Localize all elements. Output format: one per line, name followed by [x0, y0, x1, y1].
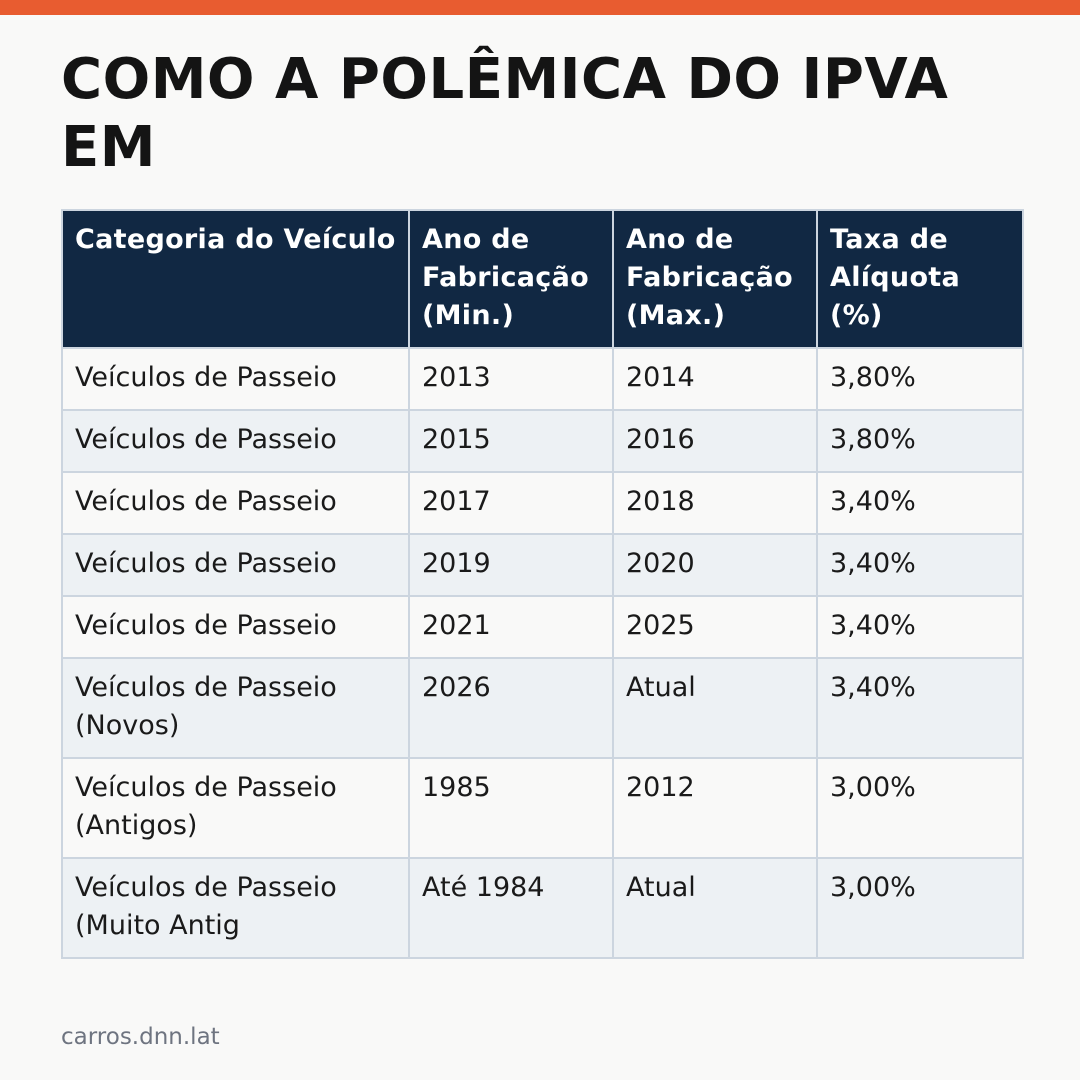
cell-categoria: Veículos de Passeio: [61, 409, 410, 473]
cell-categoria: Veículos de Passeio: [61, 533, 410, 597]
cell-ano-min: 2021: [408, 595, 614, 659]
cell-taxa: 3,40%: [816, 471, 1024, 535]
cell-taxa: 3,80%: [816, 347, 1024, 411]
cell-ano-min: 1985: [408, 757, 614, 859]
cell-ano-min: 2013: [408, 347, 614, 411]
cell-ano-max: 2012: [612, 757, 818, 859]
cell-taxa: 3,00%: [816, 857, 1024, 959]
table-row: Veículos de Passeio 2017 2018 3,40%: [61, 471, 1024, 535]
table-row: Veículos de Passeio 2019 2020 3,40%: [61, 533, 1024, 597]
cell-categoria: Veículos de Passeio: [61, 595, 410, 659]
page-title: COMO A POLÊMICA DO IPVA EM: [61, 47, 949, 180]
table-row: Veículos de Passeio (Antigos) 1985 2012 …: [61, 757, 1024, 859]
cell-taxa: 3,40%: [816, 657, 1024, 759]
top-accent-bar: [0, 0, 1080, 15]
cell-taxa: 3,40%: [816, 595, 1024, 659]
cell-ano-max: 2016: [612, 409, 818, 473]
table-row: Veículos de Passeio (Novos) 2026 Atual 3…: [61, 657, 1024, 759]
table-row: Veículos de Passeio (Muito Antig Até 198…: [61, 857, 1024, 959]
ipva-rates-table: Categoria do Veículo Ano de Fabricação (…: [61, 209, 1024, 959]
table-row: Veículos de Passeio 2015 2016 3,80%: [61, 409, 1024, 473]
cell-categoria: Veículos de Passeio (Antigos): [61, 757, 410, 859]
table-row: Veículos de Passeio 2013 2014 3,80%: [61, 347, 1024, 411]
header-ano-min: Ano de Fabricação (Min.): [408, 209, 614, 349]
cell-ano-max: 2025: [612, 595, 818, 659]
cell-ano-min: 2026: [408, 657, 614, 759]
cell-taxa: 3,00%: [816, 757, 1024, 859]
header-taxa: Taxa de Alíquota (%): [816, 209, 1024, 349]
cell-ano-max: 2014: [612, 347, 818, 411]
cell-categoria: Veículos de Passeio: [61, 347, 410, 411]
cell-ano-max: 2020: [612, 533, 818, 597]
cell-ano-max: Atual: [612, 657, 818, 759]
cell-categoria: Veículos de Passeio (Novos): [61, 657, 410, 759]
footer-site-url: carros.dnn.lat: [61, 1024, 220, 1050]
cell-ano-max: 2018: [612, 471, 818, 535]
cell-ano-max: Atual: [612, 857, 818, 959]
cell-ano-min: Até 1984: [408, 857, 614, 959]
cell-categoria: Veículos de Passeio: [61, 471, 410, 535]
table-row: Veículos de Passeio 2021 2025 3,40%: [61, 595, 1024, 659]
header-categoria: Categoria do Veículo: [61, 209, 410, 349]
header-ano-max: Ano de Fabricação (Max.): [612, 209, 818, 349]
cell-ano-min: 2015: [408, 409, 614, 473]
cell-ano-min: 2017: [408, 471, 614, 535]
cell-ano-min: 2019: [408, 533, 614, 597]
table-header-row: Categoria do Veículo Ano de Fabricação (…: [61, 209, 1024, 349]
cell-categoria: Veículos de Passeio (Muito Antig: [61, 857, 410, 959]
cell-taxa: 3,80%: [816, 409, 1024, 473]
cell-taxa: 3,40%: [816, 533, 1024, 597]
